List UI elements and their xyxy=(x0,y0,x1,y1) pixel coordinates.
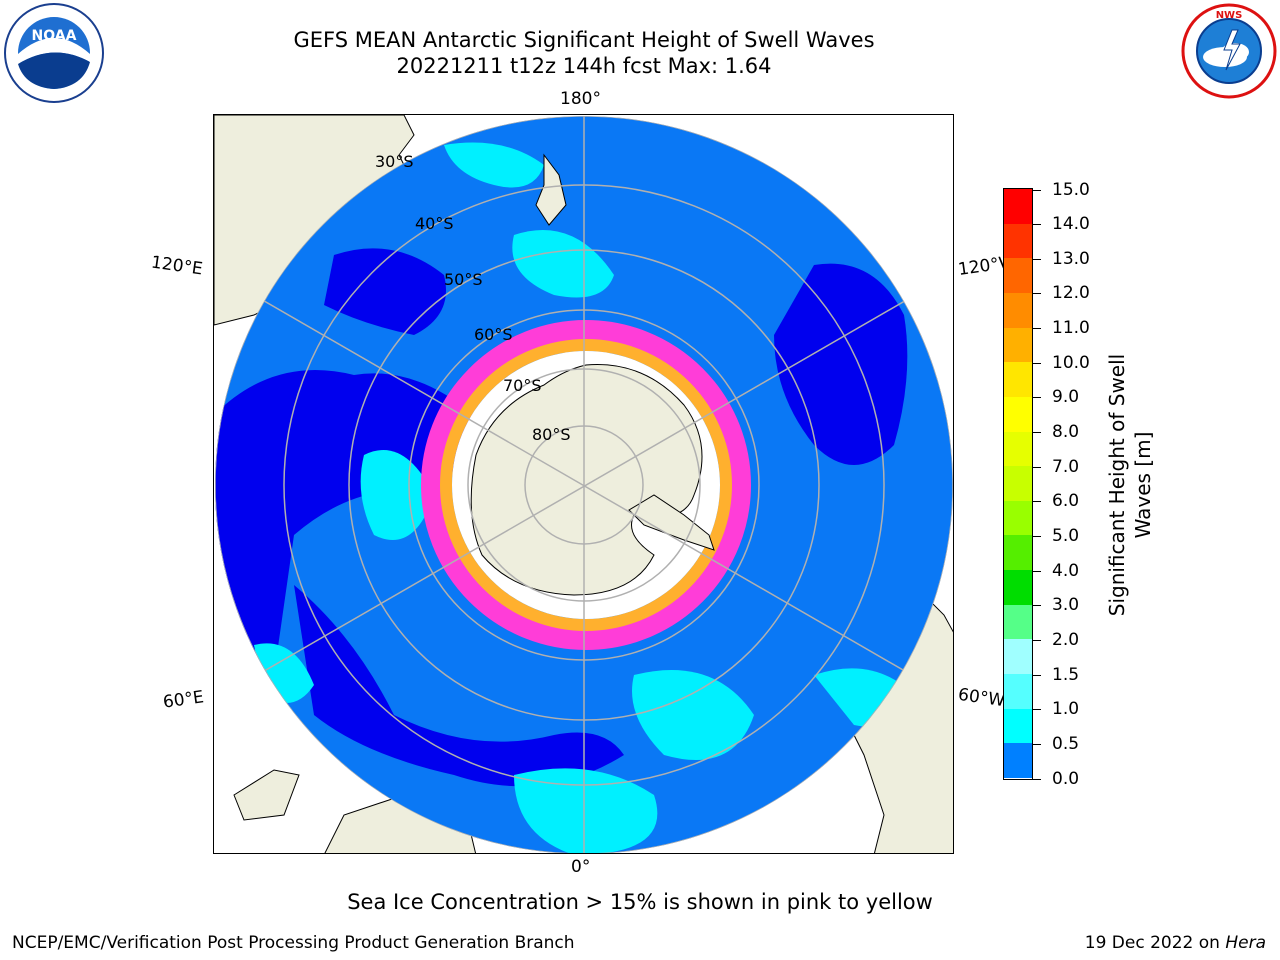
colorbar-tick xyxy=(1033,224,1041,226)
colorbar-tick-label: 13.0 xyxy=(1052,248,1090,269)
colorbar-tick-label: 8.0 xyxy=(1052,422,1080,443)
swell-band-low-north xyxy=(324,248,446,335)
colorbar-segment xyxy=(1004,362,1032,398)
swell-cyan-5 xyxy=(632,670,754,760)
lon-label-120e: 120°E xyxy=(149,252,204,280)
colorbar-segment xyxy=(1004,189,1032,225)
colorbar-segment xyxy=(1004,500,1032,536)
colorbar-tick xyxy=(1033,328,1041,330)
polar-map xyxy=(213,114,954,854)
lat-label-40s: 40°S xyxy=(415,214,454,233)
colorbar-tick xyxy=(1033,397,1041,399)
colorbar-tick-label: 11.0 xyxy=(1052,318,1090,339)
colorbar-tick xyxy=(1033,570,1041,572)
swell-cyan-1 xyxy=(444,142,544,188)
colorbar-tick xyxy=(1033,466,1041,468)
colorbar-tick xyxy=(1033,605,1041,607)
colorbar-tick xyxy=(1033,709,1041,711)
colorbar-segment xyxy=(1004,639,1032,675)
sea-ice-pink-ring xyxy=(421,320,751,650)
colorbar-tick-label: 10.0 xyxy=(1052,352,1090,373)
footer-machine: Hera xyxy=(1225,933,1266,953)
colorbar-tick xyxy=(1033,778,1041,780)
svg-text:NWS: NWS xyxy=(1216,10,1243,21)
lat-label-60s: 60°S xyxy=(474,325,513,344)
colorbar-segment xyxy=(1004,223,1032,259)
colorbar-segment xyxy=(1004,327,1032,363)
nws-logo: NWS xyxy=(1180,2,1278,104)
sea-ice-caption: Sea Ice Concentration > 15% is shown in … xyxy=(347,890,933,914)
lat-label-70s: 70°S xyxy=(503,376,542,395)
lon-label-180: 180° xyxy=(560,89,601,109)
swell-band-low-south xyxy=(294,585,624,787)
colorbar-segment xyxy=(1004,570,1032,606)
swell-cyan-2 xyxy=(512,230,614,298)
lat-label-80s: 80°S xyxy=(532,425,571,444)
sea-ice-orange-ring xyxy=(440,339,732,631)
longitude-gridlines xyxy=(215,116,953,853)
colorbar-segment xyxy=(1004,743,1032,779)
colorbar-tick-label: 7.0 xyxy=(1052,456,1080,477)
swell-band-low-west xyxy=(215,370,474,720)
colorbar-segment xyxy=(1004,396,1032,433)
swell-cyan-3 xyxy=(360,450,434,540)
chart-title: GEFS MEAN Antarctic Significant Height o… xyxy=(293,28,875,52)
colorbar-tick xyxy=(1033,674,1041,676)
swell-cyan-4 xyxy=(514,768,658,853)
colorbar-segment xyxy=(1004,674,1032,710)
colorbar-tick xyxy=(1033,639,1041,641)
colorbar-tick-label: 6.0 xyxy=(1052,491,1080,512)
footer-date: 19 Dec 2022 on Hera xyxy=(1085,933,1266,953)
lon-label-60e: 60°E xyxy=(161,687,206,713)
chart-subtitle: 20221211 t12z 144h fcst Max: 1.64 xyxy=(396,54,772,78)
colorbar-tick-label: 3.0 xyxy=(1052,595,1080,616)
colorbar-tick xyxy=(1033,743,1041,745)
new-zealand-land xyxy=(535,153,567,226)
colorbar-tick-label: 4.0 xyxy=(1052,560,1080,581)
colorbar-tick-label: 9.0 xyxy=(1052,387,1080,408)
colorbar-tick xyxy=(1033,258,1041,260)
footer-branch: NCEP/EMC/Verification Post Processing Pr… xyxy=(12,933,575,953)
lon-label-0: 0° xyxy=(571,857,591,877)
noaa-logo-text: NOAA xyxy=(32,28,77,44)
lon-label-60w: 60°W xyxy=(956,684,1007,712)
swell-band-low-east xyxy=(774,263,908,465)
colorbar-label: Significant Height of Swell Waves [m] xyxy=(1105,353,1155,617)
colorbar-tick xyxy=(1033,293,1041,295)
colorbar-tick-label: 5.0 xyxy=(1052,525,1080,546)
colorbar-tick xyxy=(1033,362,1041,364)
colorbar-segment xyxy=(1004,258,1032,294)
lat-label-30s: 30°S xyxy=(375,152,414,171)
colorbar-tick xyxy=(1033,501,1041,503)
colorbar-segment xyxy=(1004,535,1032,571)
colorbar-segment xyxy=(1004,292,1032,329)
colorbar xyxy=(1003,188,1033,780)
colorbar-tick-label: 1.0 xyxy=(1052,699,1080,720)
colorbar-tick xyxy=(1033,432,1041,434)
colorbar-tick xyxy=(1033,535,1041,537)
antarctic-peninsula-land xyxy=(628,494,715,551)
lat-label-50s: 50°S xyxy=(444,270,483,289)
colorbar-tick-label: 12.0 xyxy=(1052,283,1090,304)
antarctica-land xyxy=(470,364,703,596)
madagascar-land xyxy=(233,769,300,821)
colorbar-segment xyxy=(1004,466,1032,502)
colorbar-segment xyxy=(1004,431,1032,467)
colorbar-tick xyxy=(1033,189,1041,191)
colorbar-tick-label: 0.5 xyxy=(1052,733,1080,754)
noaa-logo: NOAA xyxy=(3,2,105,108)
colorbar-tick-label: 2.0 xyxy=(1052,629,1080,650)
colorbar-tick-label: 0.0 xyxy=(1052,768,1080,789)
colorbar-segment xyxy=(1004,708,1032,744)
footer-date-text: 19 Dec 2022 on xyxy=(1084,933,1226,953)
colorbar-tick-label: 14.0 xyxy=(1052,214,1090,235)
colorbar-tick-label: 15.0 xyxy=(1052,179,1090,200)
colorbar-segment xyxy=(1004,604,1032,640)
colorbar-tick-label: 1.5 xyxy=(1052,664,1080,685)
